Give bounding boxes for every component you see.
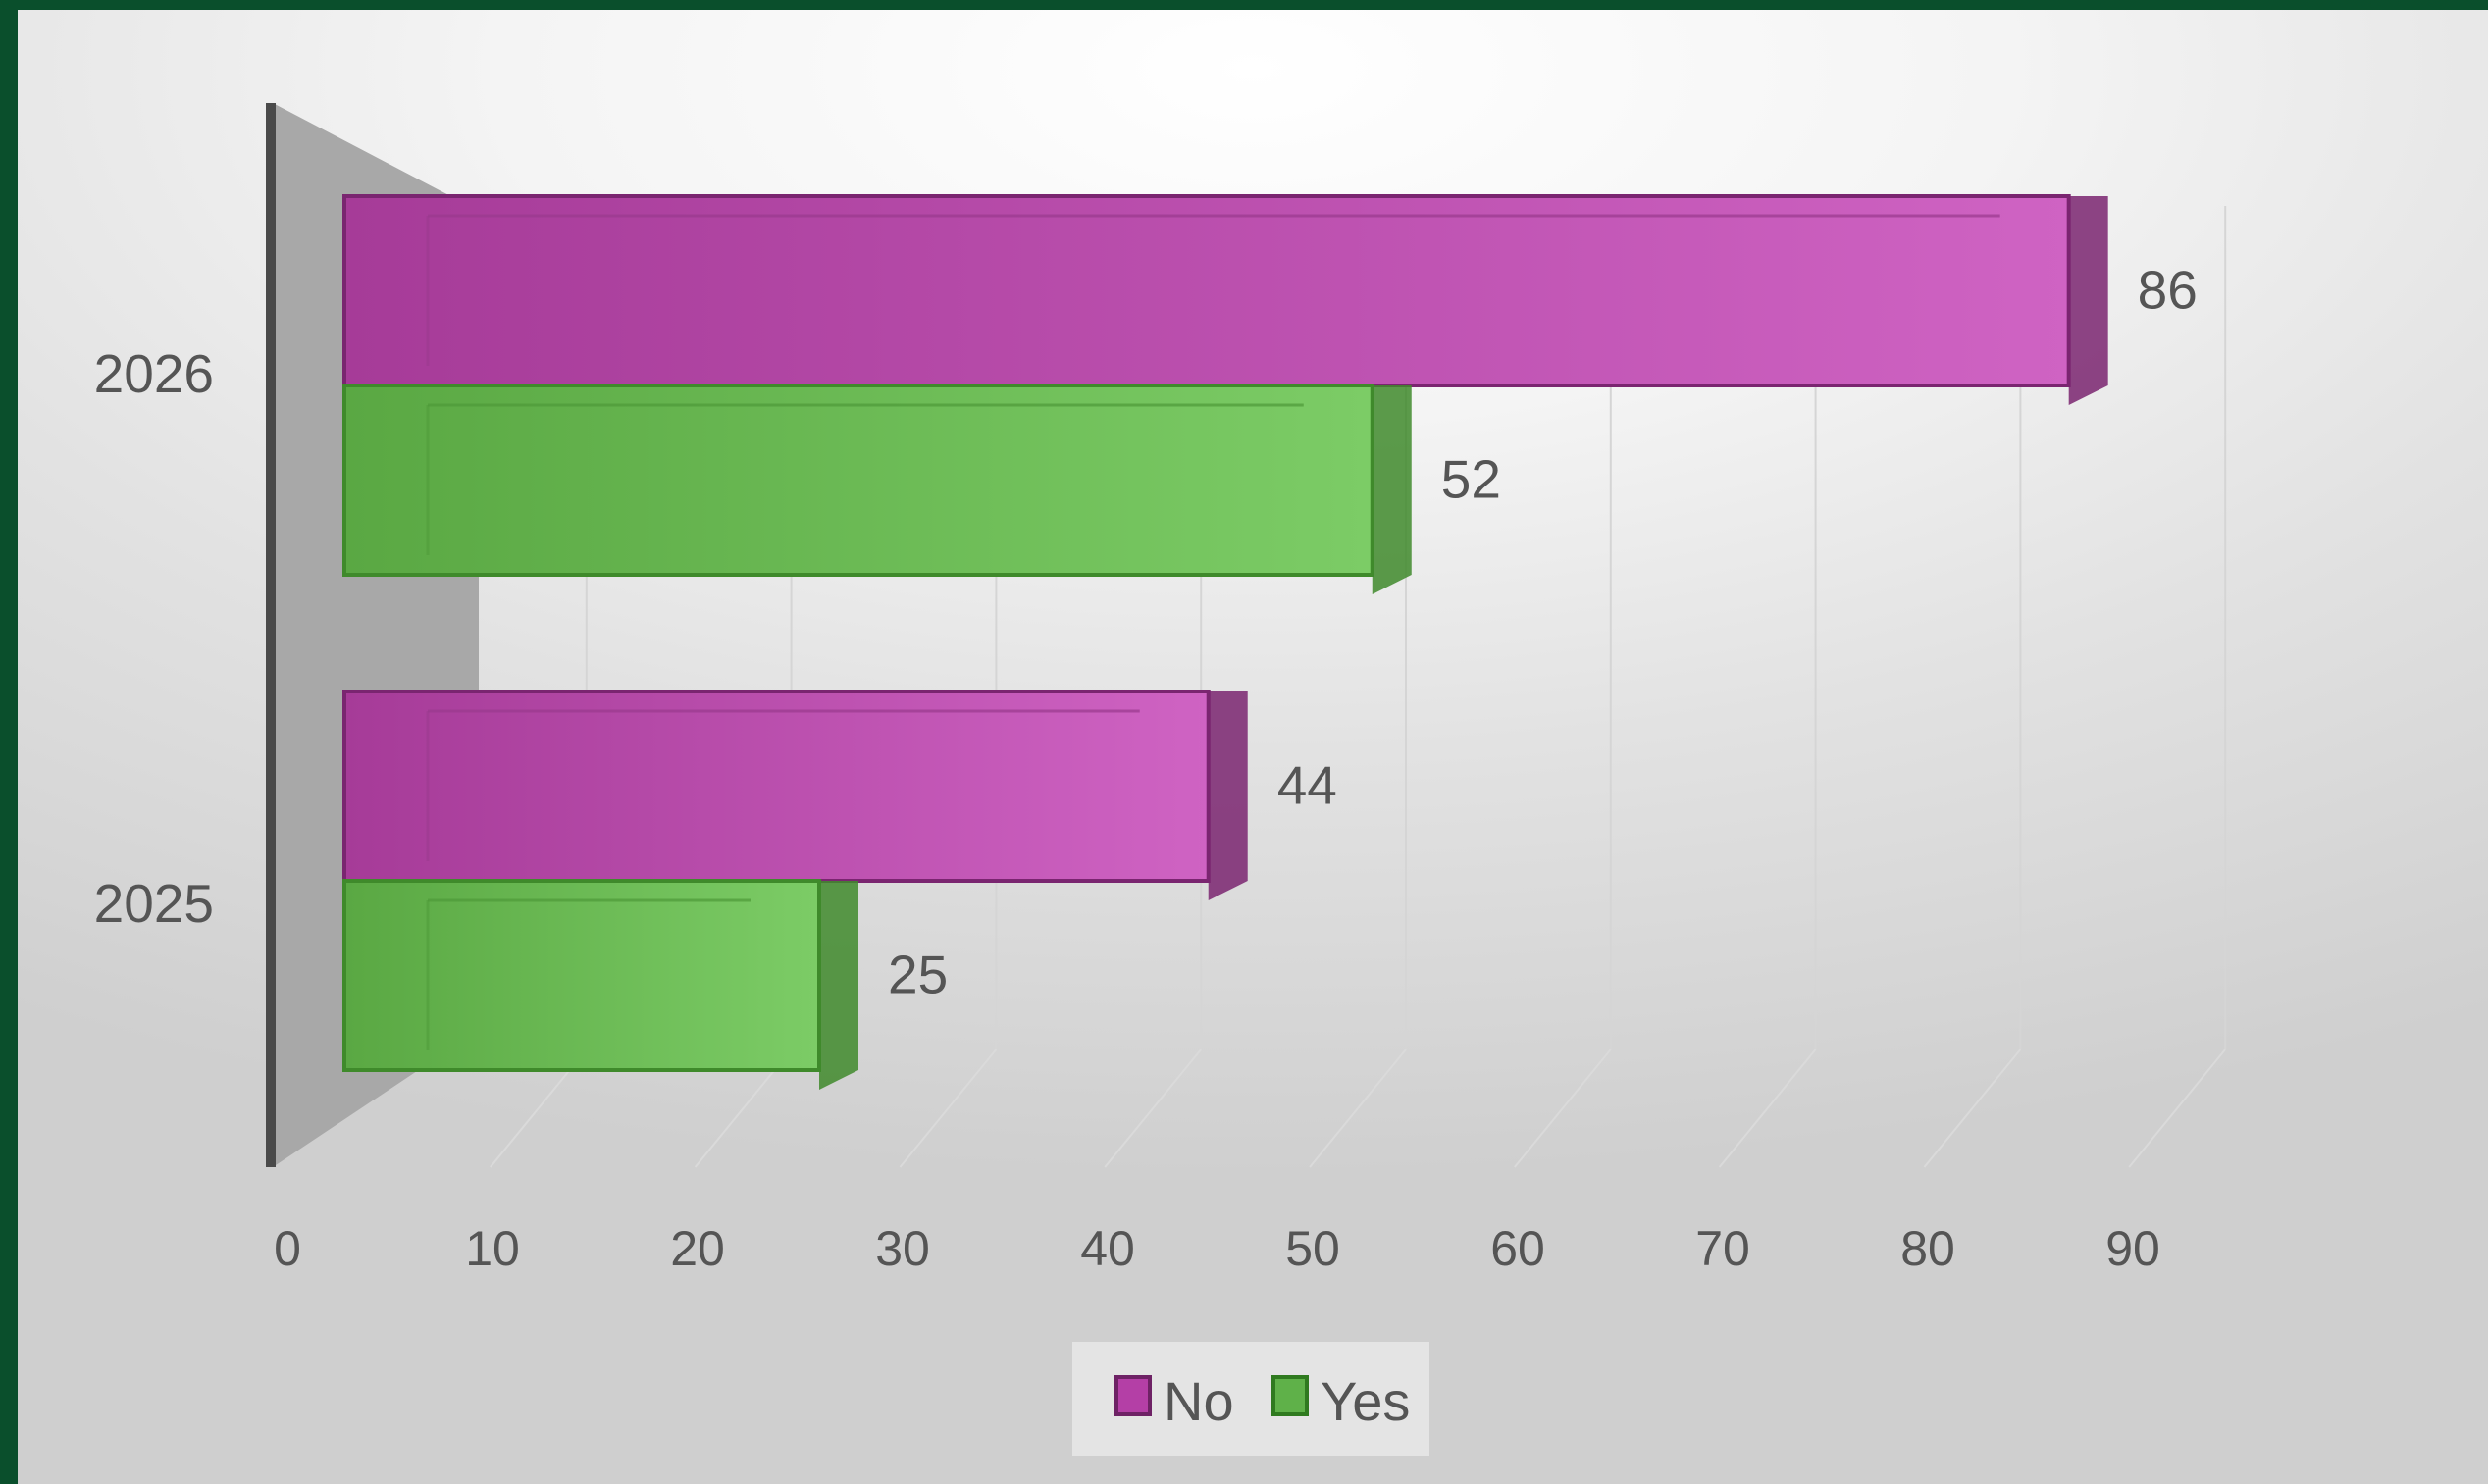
x-tick-label: 80 — [1900, 1221, 1955, 1276]
bars — [342, 194, 2108, 1090]
x-tick-label: 60 — [1490, 1221, 1545, 1276]
bar-end-face — [2068, 196, 2108, 405]
bar-yes-2025 — [342, 879, 821, 1072]
category-label-2025: 2025 — [94, 873, 214, 934]
x-tick-label: 70 — [1695, 1221, 1750, 1276]
x-tick-label: 30 — [875, 1221, 930, 1276]
legend-label-no: No — [1164, 1370, 1234, 1432]
gridline-floor — [1514, 1049, 1612, 1168]
gridline-floor — [1104, 1049, 1202, 1168]
bar-end-face — [819, 881, 858, 1090]
bar-end-face — [1208, 691, 1248, 900]
bar-chart: 0 10 20 30 40 50 60 70 80 90 2025 2026 44 25 86 52 No… — [94, 103, 2227, 1456]
gridline-floor — [1309, 1049, 1407, 1168]
legend-swatch-yes — [1271, 1375, 1309, 1416]
x-tick-label: 10 — [465, 1221, 520, 1276]
x-tick-label: 90 — [2105, 1221, 2160, 1276]
gridline-floor — [2128, 1049, 2226, 1168]
gridline-floor — [1923, 1049, 2022, 1168]
data-label: 52 — [1441, 449, 1501, 510]
chart-area: 0 10 20 30 40 50 60 70 80 90 2025 2026 44 25 86 52 No… — [18, 10, 2488, 1484]
bar-end-face — [1372, 385, 1412, 594]
x-tick-label: 0 — [274, 1221, 301, 1276]
bar-no-2026 — [342, 194, 2071, 387]
legend-swatch-no — [1114, 1375, 1152, 1416]
data-labels: 44 25 86 52 — [888, 260, 2198, 1005]
data-label: 86 — [2138, 260, 2198, 321]
category-label-2026: 2026 — [94, 343, 214, 404]
legend-label-yes: Yes — [1321, 1370, 1410, 1432]
bar-yes-2026 — [342, 384, 1374, 577]
category-labels: 2025 2026 — [94, 343, 214, 934]
legend: No Yes — [1072, 1342, 1429, 1456]
data-label: 44 — [1277, 755, 1337, 816]
x-tick-label: 50 — [1285, 1221, 1340, 1276]
gridline-floor — [1718, 1049, 1817, 1168]
bar-no-2025 — [342, 690, 1211, 883]
gridline-floor — [899, 1049, 998, 1168]
x-tick-label: 40 — [1080, 1221, 1135, 1276]
x-tick-label: 20 — [670, 1221, 725, 1276]
x-axis-ticks: 0 10 20 30 40 50 60 70 80 90 — [274, 1221, 2160, 1276]
data-label: 25 — [888, 945, 948, 1005]
